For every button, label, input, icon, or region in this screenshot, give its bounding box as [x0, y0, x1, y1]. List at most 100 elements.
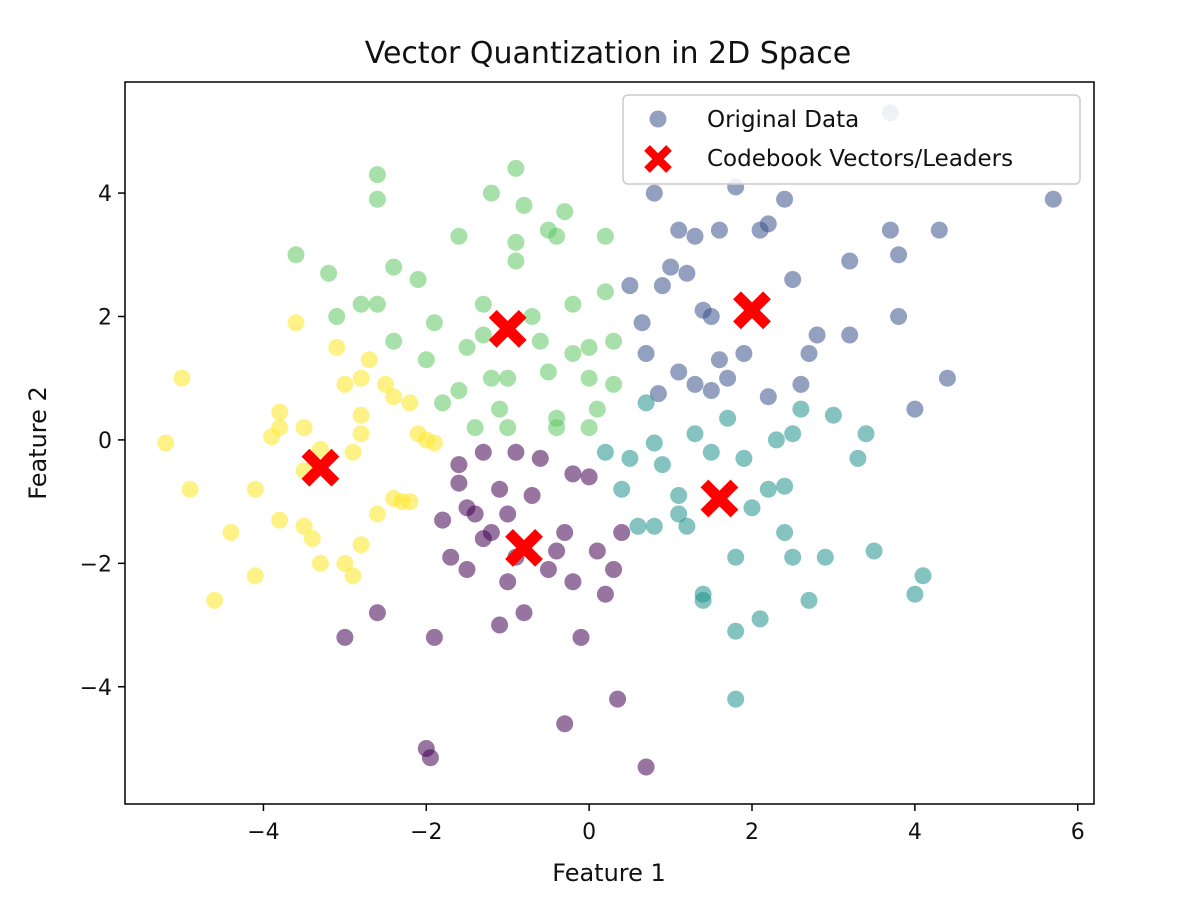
data-point: [385, 388, 403, 406]
data-point: [295, 517, 313, 535]
data-point: [482, 369, 500, 387]
data-point: [425, 434, 443, 452]
data-point: [767, 431, 785, 449]
data-point: [491, 480, 509, 498]
data-point: [466, 505, 484, 523]
data-point: [539, 561, 557, 578]
x-tick-label: −2: [410, 820, 442, 845]
data-point: [645, 184, 663, 202]
data-point: [409, 271, 427, 288]
data-point: [352, 295, 370, 313]
data-point: [580, 468, 598, 486]
x-tick-label: 6: [1071, 820, 1085, 845]
data-point: [743, 499, 761, 517]
data-point: [515, 196, 533, 214]
data-point: [629, 517, 647, 535]
data-point: [271, 419, 289, 437]
data-point: [686, 375, 704, 393]
legend-swatch-codebook-vectors: [644, 145, 672, 173]
data-point: [596, 585, 614, 603]
data-point: [425, 628, 443, 646]
data-point: [751, 610, 769, 628]
x-tick-label: 2: [745, 820, 759, 845]
data-point: [865, 542, 883, 560]
plot-area: [157, 104, 1062, 776]
data-point: [613, 480, 631, 498]
data-point: [336, 628, 354, 646]
data-point: [352, 406, 370, 424]
y-tick-label: 2: [98, 305, 112, 330]
data-point: [421, 749, 439, 767]
data-point: [222, 524, 240, 541]
data-point: [417, 351, 435, 369]
data-point: [173, 369, 191, 387]
data-point: [694, 591, 712, 609]
data-point: [548, 409, 566, 427]
data-point: [572, 628, 590, 646]
data-point: [816, 548, 834, 566]
data-point: [906, 585, 924, 603]
data-point: [906, 400, 924, 418]
data-point: [857, 425, 875, 443]
data-point: [385, 258, 403, 276]
data-point: [482, 524, 500, 541]
data-point: [881, 221, 899, 239]
data-point: [499, 505, 517, 523]
data-point: [800, 345, 818, 362]
data-point: [442, 548, 460, 566]
data-point: [710, 351, 728, 369]
data-point: [352, 369, 370, 387]
data-point: [507, 252, 525, 270]
data-point: [596, 283, 614, 301]
data-point: [385, 332, 403, 350]
data-point: [336, 375, 354, 393]
codebook-vector-marker: [488, 309, 527, 348]
data-point: [507, 233, 525, 251]
data-point: [556, 524, 574, 541]
data-point: [727, 548, 745, 566]
x-axis-label: Feature 1: [552, 859, 666, 887]
data-point: [580, 338, 598, 356]
data-point: [841, 326, 859, 344]
data-point: [776, 477, 794, 495]
data-point: [784, 548, 802, 566]
data-point: [580, 419, 598, 437]
y-tick-label: 4: [98, 182, 112, 207]
data-point: [751, 221, 769, 239]
data-point: [637, 394, 655, 412]
data-point: [360, 351, 378, 369]
data-point: [344, 443, 362, 461]
data-point: [181, 480, 199, 498]
data-point: [548, 542, 566, 560]
data-point: [735, 345, 753, 362]
data-point: [613, 524, 631, 541]
data-point: [458, 561, 476, 578]
data-point: [271, 511, 289, 529]
data-point: [621, 277, 639, 295]
data-point: [450, 474, 468, 492]
data-point: [458, 338, 476, 356]
data-point: [670, 221, 688, 239]
data-point: [890, 308, 908, 325]
data-point: [556, 715, 574, 733]
y-axis: −4 −2 0 2 4: [80, 182, 125, 701]
legend-frame: [622, 94, 1081, 185]
data-point: [515, 604, 533, 622]
codebook-vector-marker: [700, 479, 739, 518]
data-point: [686, 425, 704, 443]
data-point: [702, 443, 720, 461]
data-point: [1044, 190, 1062, 208]
legend-swatch-original-data: [649, 110, 667, 128]
x-tick-label: −4: [247, 820, 279, 845]
data-point: [531, 332, 549, 350]
x-axis: −4 −2 0 2 4 6: [247, 804, 1085, 845]
data-point: [548, 227, 566, 245]
legend-label-original-data: Original Data: [707, 107, 859, 133]
data-point: [556, 203, 574, 221]
data-point: [719, 369, 737, 387]
data-point: [841, 252, 859, 270]
legend-label-codebook-vectors: Codebook Vectors/Leaders: [707, 146, 1013, 172]
y-tick-label: −2: [80, 552, 112, 577]
x-tick-label: 0: [582, 820, 596, 845]
x-tick-label: 4: [908, 820, 922, 845]
